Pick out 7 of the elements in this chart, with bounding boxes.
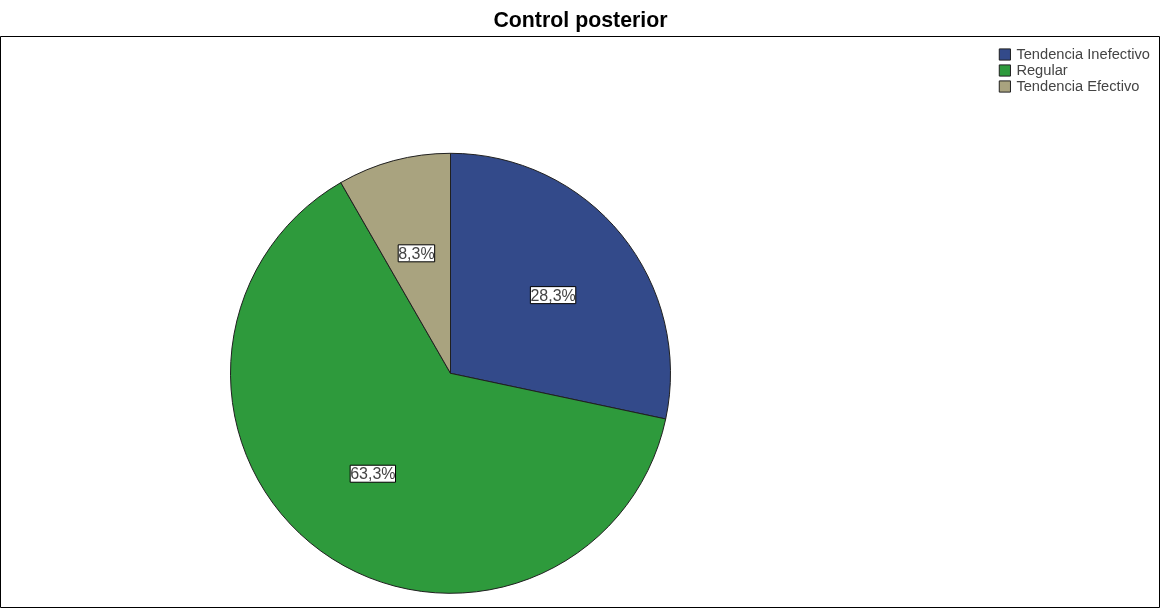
legend-label: Tendencia Efectivo — [1016, 78, 1140, 94]
data-label: 8,3% — [398, 244, 435, 262]
data-label: 63,3% — [350, 465, 396, 483]
chart-title: Control posterior — [493, 7, 668, 32]
data-label: 28,3% — [530, 286, 576, 304]
legend-label: Tendencia Inefectivo — [1016, 46, 1150, 62]
legend-label: Regular — [1016, 62, 1068, 78]
